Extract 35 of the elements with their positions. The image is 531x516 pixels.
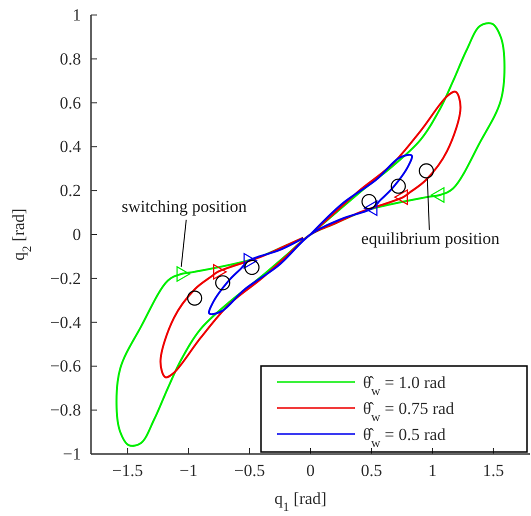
x-tick-label: 0	[306, 461, 315, 480]
y-tick-label: 0.6	[60, 93, 81, 112]
y-tick-label: 1	[72, 5, 81, 24]
y-tick-label: −0.8	[50, 400, 81, 420]
y-tick-label: −0.2	[50, 268, 81, 288]
legend-label: θ̂$_{w}$ = 0.75 rad	[363, 399, 455, 424]
point	[244, 260, 260, 276]
line-series	[116, 22, 506, 446]
point	[215, 275, 230, 290]
point	[176, 266, 190, 282]
y-tick-label: 0.8	[60, 49, 81, 68]
y-tick-label: 0.2	[60, 181, 81, 200]
point	[390, 178, 406, 194]
annotation: equilibrium position	[361, 228, 500, 248]
point	[213, 264, 227, 280]
x-tick-label: 0.5	[360, 461, 382, 480]
x-tick-label: 1	[428, 461, 437, 480]
point	[364, 200, 378, 216]
y-tick-label: 0.4	[60, 137, 82, 156]
x-tick-label: −1.5	[112, 461, 144, 480]
x-tick-label: −0.5	[234, 461, 265, 480]
point	[361, 194, 377, 210]
point	[430, 187, 445, 203]
x-axis-title: q$_{1}$ [rad]	[274, 489, 327, 514]
point	[394, 189, 408, 205]
legend-label: θ̂$_{w}$ = 0.5 rad	[363, 425, 446, 450]
x-tick-label: 1.5	[482, 461, 504, 480]
y-tick-label: 0	[72, 224, 81, 244]
legend-label: θ̂$_{w}$ = 1.0 rad	[363, 373, 446, 398]
y-tick-label: −1	[62, 444, 81, 464]
point	[244, 253, 258, 269]
x-tick-label: −1	[180, 461, 198, 480]
y-tick-label: −0.4	[50, 312, 82, 332]
y-tick-label: −0.6	[50, 356, 81, 376]
annotation: switching position	[122, 196, 248, 216]
